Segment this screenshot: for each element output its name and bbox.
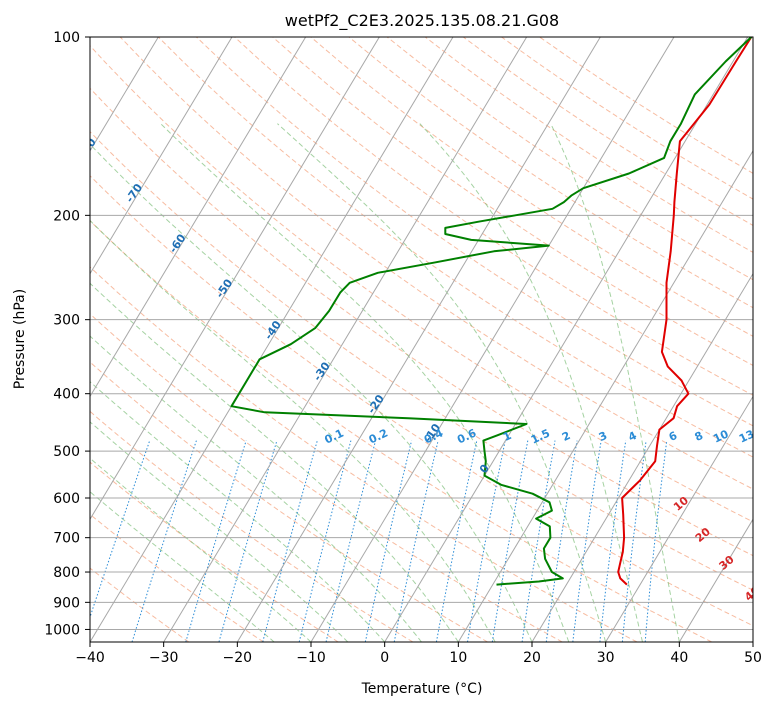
dry-adiabat-line xyxy=(90,266,638,642)
sounding-series xyxy=(230,37,753,586)
dry-adiabat-line xyxy=(119,37,753,490)
plot-area: -100-90-80-70-60-50-40-30-20-1000.10.20.… xyxy=(77,37,762,642)
dry-adiabat-line xyxy=(90,361,488,642)
moist-adiabat-line xyxy=(419,123,643,642)
y-tick-label: 900 xyxy=(53,595,80,611)
isotherm-line xyxy=(163,37,528,642)
mixing-ratio-lines xyxy=(90,440,668,642)
dry-adiabat-line xyxy=(348,37,753,309)
y-tick-label: 100 xyxy=(53,30,80,46)
y-tick-label: 500 xyxy=(53,444,80,460)
isotherm-grid xyxy=(90,37,753,642)
isotherm-line xyxy=(605,395,753,642)
mixing-ratio-line xyxy=(131,440,197,642)
dry-adiabat-line xyxy=(90,313,563,642)
y-tick-label: 200 xyxy=(53,208,80,224)
x-tick-label: 50 xyxy=(744,650,762,666)
y-tick-label: 400 xyxy=(53,387,80,403)
mixing-ratio-label: 10 xyxy=(711,427,731,445)
moist-adiabat-label: 40 xyxy=(742,584,762,604)
x-tick-label: −10 xyxy=(296,650,326,666)
mixing-ratio-line xyxy=(545,440,578,642)
isotherm-line xyxy=(90,37,454,642)
y-tick-label: 800 xyxy=(53,565,80,581)
x-tick-label: 20 xyxy=(523,650,541,666)
x-axis: −40 −30 −20 −10 0 10 20 30 40 50 xyxy=(75,642,762,666)
isotherm-line xyxy=(310,37,675,642)
mixing-ratio-line xyxy=(599,440,627,642)
x-tick-label: 30 xyxy=(597,650,615,666)
mixing-ratio-line xyxy=(491,440,529,642)
dry-adiabat-line xyxy=(90,513,264,642)
moist-adiabat-line xyxy=(90,282,459,642)
isotherm-line xyxy=(90,37,380,521)
x-tick-label: −40 xyxy=(75,650,105,666)
mixing-ratio-line xyxy=(262,440,318,642)
x-tick-label: 0 xyxy=(380,650,389,666)
chart-title: wetPf2_C2E3.2025.135.08.21.G08 xyxy=(285,11,559,31)
x-tick-label: 40 xyxy=(670,650,688,666)
mixing-ratio-line xyxy=(185,440,247,642)
mixing-ratio-label: 13 xyxy=(737,427,756,445)
dewpoint-line xyxy=(230,37,752,586)
dry-adiabat-line xyxy=(90,175,753,627)
x-axis-label: Temperature (°C) xyxy=(361,681,483,697)
moist-adiabat-line xyxy=(277,123,607,642)
y-tick-label: 700 xyxy=(53,531,80,547)
mixing-ratio-line xyxy=(435,440,478,642)
mixing-ratio-line xyxy=(218,440,278,642)
dry-adiabat-line xyxy=(157,37,753,458)
y-tick-label: 300 xyxy=(53,313,80,329)
y-axis-label: Pressure (hPa) xyxy=(12,289,28,389)
mixing-ratio-line xyxy=(298,440,352,642)
isotherm-line xyxy=(236,37,601,642)
x-tick-label: −30 xyxy=(149,650,179,666)
isotherm-line xyxy=(384,37,749,642)
dry-adiabat-line xyxy=(272,37,753,367)
mixing-ratio-line xyxy=(572,440,602,642)
moist-adiabat-line xyxy=(90,335,422,642)
mixing-ratio-line xyxy=(644,440,668,642)
isotherm-line xyxy=(678,518,753,642)
moist-adiabat-line xyxy=(160,123,570,642)
isotherm-line xyxy=(90,37,159,152)
dry-adiabat-line xyxy=(90,220,712,642)
isotherm-line xyxy=(531,272,753,642)
mixing-ratio-line xyxy=(325,440,377,642)
x-tick-label: −20 xyxy=(223,650,253,666)
mixing-ratio-line xyxy=(521,440,556,642)
isotherm-label: -80 xyxy=(77,136,99,160)
moist-adiabat-line xyxy=(90,219,496,642)
moist-adiabat-line xyxy=(550,123,680,642)
y-axis: 100 200 300 400 500 600 700 800 900 1000 xyxy=(44,30,90,638)
plot-frame xyxy=(89,36,754,643)
mixing-ratio-line xyxy=(364,440,413,642)
isobar-grid xyxy=(90,37,753,630)
dry-adiabat-line xyxy=(90,130,753,591)
y-tick-label: 1000 xyxy=(44,622,80,638)
dry-adiabat-line xyxy=(90,87,753,557)
mixing-ratio-line xyxy=(621,440,647,642)
isotherm-line xyxy=(90,37,233,275)
moist-adiabat-line xyxy=(90,381,386,642)
x-tick-label: 10 xyxy=(449,650,467,666)
temperature-line xyxy=(617,37,753,586)
isotherm-line xyxy=(90,37,307,398)
y-tick-label: 600 xyxy=(53,491,80,507)
dry-adiabats xyxy=(90,37,753,642)
moist-adiabat-line xyxy=(90,143,533,642)
isotherm-line xyxy=(457,149,753,642)
mixing-ratio-line xyxy=(467,440,506,642)
dry-adiabat-line xyxy=(310,37,753,337)
